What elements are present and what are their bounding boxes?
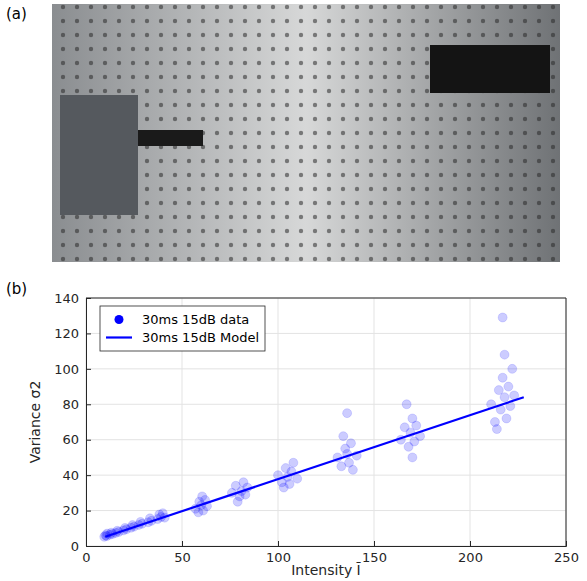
legend: 30ms 15dB data 30ms 15dB Model xyxy=(100,306,265,351)
data-point xyxy=(293,474,302,483)
data-point xyxy=(500,393,509,402)
figure: (a) (b) 0 50 100 150 200 250 0 20 40 60 80 100 120 140 I… xyxy=(0,0,587,581)
data-point xyxy=(492,425,501,434)
legend-item: 30ms 15dB Model xyxy=(106,330,259,345)
data-point xyxy=(339,432,348,441)
tick-mark xyxy=(86,369,91,370)
tick: 60 xyxy=(62,432,91,447)
tick: 120 xyxy=(54,326,91,341)
tick-label: 200 xyxy=(458,550,483,565)
plot-frame xyxy=(86,298,566,546)
tick-label: 140 xyxy=(54,291,79,306)
tick-label: 80 xyxy=(62,397,79,412)
y-axis-title: Variance σ2 xyxy=(27,381,43,464)
tick: 100 xyxy=(54,362,91,377)
panel-label: (a) xyxy=(6,5,27,23)
data-point xyxy=(233,497,242,506)
axis-line xyxy=(87,541,567,547)
data-point xyxy=(279,483,288,492)
tick-mark xyxy=(182,541,183,546)
grid-line xyxy=(86,368,566,369)
y-axis: 0 20 40 60 80 100 120 140 xyxy=(54,291,91,554)
tick-mark xyxy=(278,541,279,546)
tick: 150 xyxy=(362,541,387,565)
axis-line xyxy=(87,299,92,547)
legend-marker xyxy=(106,336,132,338)
photo-target xyxy=(60,95,138,215)
panel-label: (b) xyxy=(6,280,27,298)
grid-line xyxy=(470,298,471,546)
tick-label: 40 xyxy=(62,468,79,483)
data-point xyxy=(498,313,507,322)
data-point xyxy=(198,492,207,501)
tick-label: 60 xyxy=(62,432,79,447)
tick-label: 120 xyxy=(54,326,79,341)
tick-label: 20 xyxy=(62,503,79,518)
tick: 200 xyxy=(458,541,483,565)
tick-label: 0 xyxy=(82,550,90,565)
data-point xyxy=(343,409,352,418)
photo-pegboard xyxy=(52,4,560,262)
grid-line xyxy=(86,475,566,476)
tick-label: 100 xyxy=(266,550,291,565)
grid-line xyxy=(278,298,279,546)
tick: 80 xyxy=(62,397,91,412)
photo-arm xyxy=(138,130,203,146)
photo-background xyxy=(52,4,560,262)
grid-line xyxy=(374,298,375,546)
tick-label: 150 xyxy=(362,550,387,565)
tick-mark xyxy=(86,440,91,441)
data-point xyxy=(402,400,411,409)
tick-mark xyxy=(86,546,91,547)
tick-mark xyxy=(470,541,471,546)
data-point xyxy=(502,414,511,423)
tick: 0 xyxy=(71,539,91,554)
data-point xyxy=(194,508,203,517)
tick: 100 xyxy=(266,541,291,565)
data-point xyxy=(289,458,298,467)
tick-mark xyxy=(86,475,91,476)
tick-mark xyxy=(374,541,375,546)
data-point xyxy=(498,373,507,382)
grid xyxy=(86,298,566,546)
legend-item: 30ms 15dB data xyxy=(115,312,250,327)
legend-label: 30ms 15dB data xyxy=(142,312,249,327)
legend-box xyxy=(100,306,265,351)
tick: 40 xyxy=(62,468,91,483)
data-point xyxy=(500,350,509,359)
tick-label: 50 xyxy=(174,550,191,565)
grid-line xyxy=(86,439,566,440)
tick: 50 xyxy=(174,541,191,565)
model-line xyxy=(105,397,524,537)
data-point xyxy=(408,453,417,462)
tick-mark xyxy=(86,298,91,299)
tick-mark xyxy=(86,333,91,334)
legend-label: 30ms 15dB Model xyxy=(142,330,259,345)
tick-label: 250 xyxy=(554,550,579,565)
photo xyxy=(52,4,560,262)
data-point xyxy=(412,421,421,430)
x-axis-title: Intensity Ī xyxy=(291,562,361,578)
data-point xyxy=(504,382,513,391)
legend-marker xyxy=(115,315,124,324)
tick-mark xyxy=(86,511,91,512)
tick: 20 xyxy=(62,503,91,518)
tick-mark xyxy=(86,404,91,405)
tick: 250 xyxy=(554,541,579,565)
tick-label: 100 xyxy=(54,362,79,377)
data-point xyxy=(348,465,357,474)
tick-mark xyxy=(566,541,567,546)
data-point xyxy=(508,364,517,373)
tick-label: 0 xyxy=(71,539,79,554)
data-point xyxy=(346,439,355,448)
photo-camera xyxy=(430,45,550,93)
tick: 140 xyxy=(54,291,91,306)
